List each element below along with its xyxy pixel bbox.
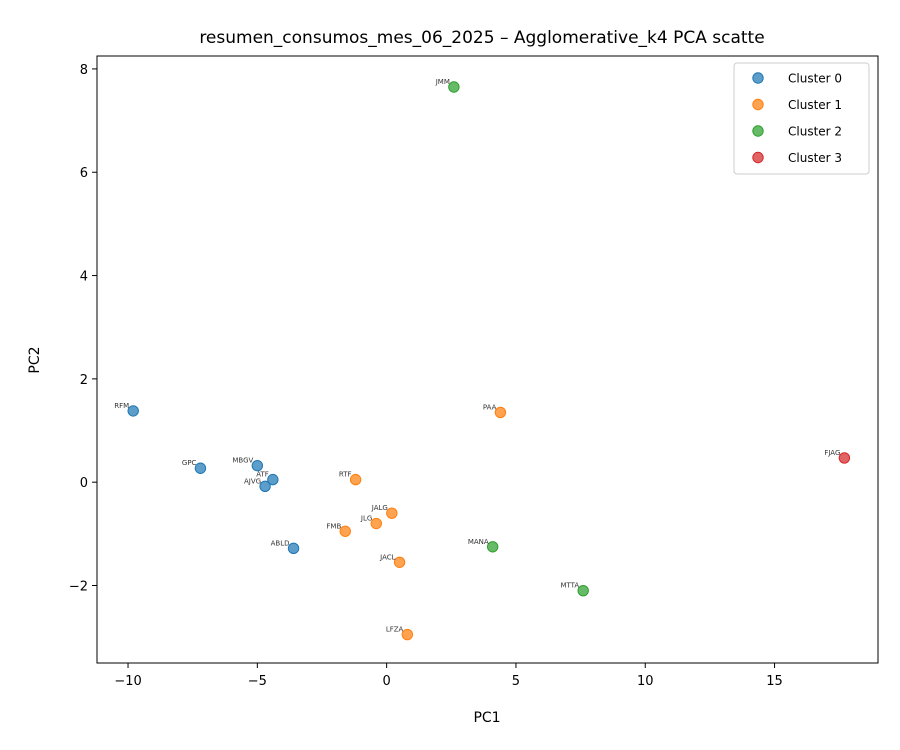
data-point (339, 525, 351, 537)
point-label: GPC (182, 459, 197, 467)
legend-marker (752, 98, 764, 111)
axis-ticks: −10 −5 0 5 10 15 −2 0 2 4 6 8 (69, 63, 783, 689)
data-point (370, 517, 382, 530)
x-tick-label: −10 (114, 674, 141, 689)
point-label: MTTA (560, 582, 579, 590)
point-label: MANA (468, 538, 489, 546)
x-tick-label: 15 (766, 674, 783, 689)
y-tick-label: 0 (80, 476, 88, 491)
y-axis-label: PC2 (27, 346, 43, 373)
data-point (448, 81, 460, 93)
x-axis-label: PC1 (473, 710, 500, 726)
point-label: JMM (435, 78, 450, 86)
data-point (386, 507, 398, 519)
data-point (251, 459, 264, 472)
x-tick-label: 5 (512, 674, 520, 689)
x-tick-label: 10 (637, 674, 654, 689)
point-label: JACL (379, 553, 395, 561)
point-label: FMB (326, 522, 341, 530)
y-tick-label: 8 (80, 63, 88, 78)
y-tick-label: 6 (80, 166, 88, 181)
y-tick-label: −2 (69, 580, 88, 595)
legend-label: Cluster 3 (788, 151, 842, 165)
legend-label: Cluster 1 (788, 98, 842, 112)
legend-marker (752, 125, 764, 137)
legend-box (733, 62, 870, 175)
point-label: PAA (483, 403, 497, 411)
data-point (259, 480, 271, 493)
point-label: RFM (114, 402, 129, 410)
point-label: FJAG (824, 449, 840, 457)
x-tick-label: −5 (248, 674, 267, 689)
point-label: ATF (256, 471, 269, 479)
point-label: ABLD (271, 539, 290, 547)
data-point (401, 628, 414, 641)
x-tick-label: 0 (383, 674, 391, 689)
y-tick-label: 4 (80, 270, 88, 285)
data-point (838, 452, 851, 464)
legend: Cluster 0 Cluster 1 Cluster 2 Cluster 3 (733, 62, 870, 175)
chart-title: resumen_consumos_mes_06_2025 – Agglomera… (199, 28, 764, 48)
data-point (127, 405, 139, 417)
point-label: MBGV (232, 457, 253, 465)
legend-marker (752, 151, 764, 164)
data-point (577, 584, 589, 597)
legend-marker (752, 72, 764, 84)
data-point (486, 541, 499, 553)
point-label: JLG (360, 515, 372, 523)
legend-label: Cluster 2 (788, 125, 842, 139)
data-point (393, 556, 406, 568)
point-label: JALG (371, 504, 388, 512)
data-point (494, 406, 507, 419)
data-point (194, 462, 207, 474)
plot-area (96, 55, 879, 664)
data-point (349, 473, 362, 486)
data-point (287, 542, 300, 555)
legend-label: Cluster 0 (788, 72, 842, 86)
data-point (267, 473, 279, 486)
y-tick-label: 2 (80, 373, 88, 388)
point-label: LFZA (386, 626, 404, 634)
point-label: RTF (339, 471, 352, 479)
point-label: AJVG (244, 477, 261, 485)
